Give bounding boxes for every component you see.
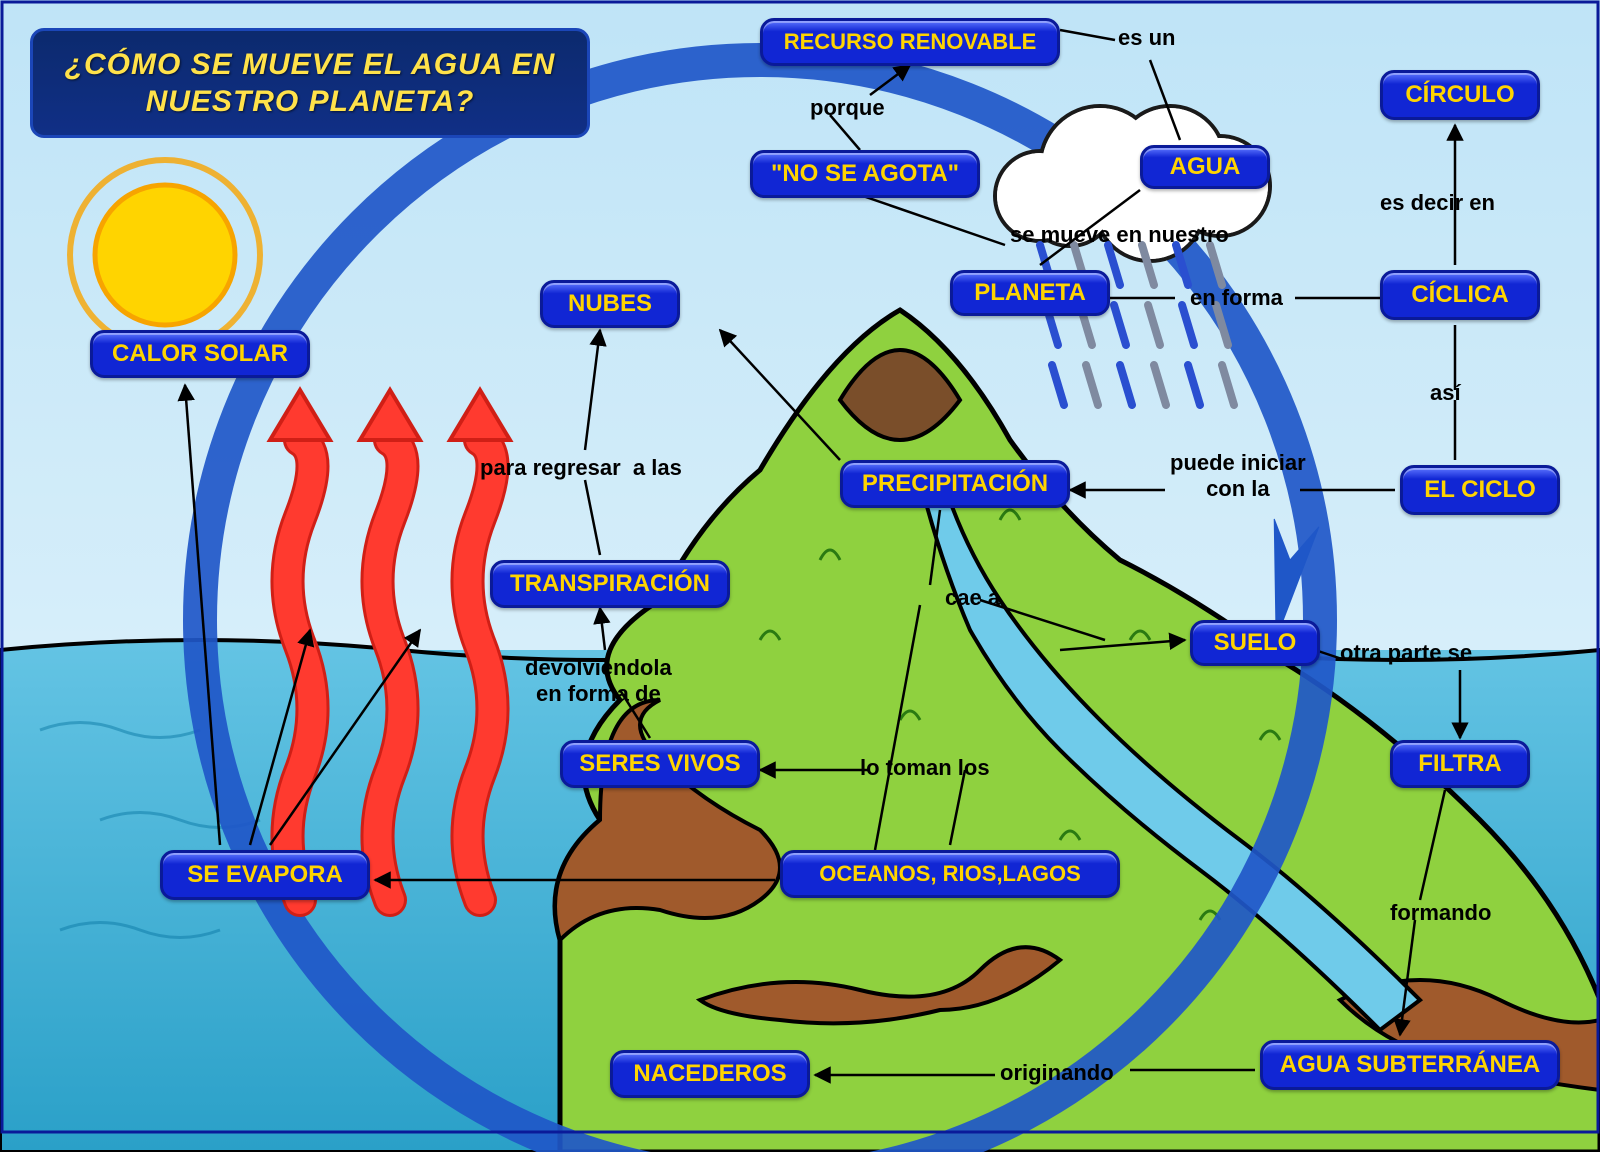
node-nacederos: NACEDEROS — [610, 1050, 810, 1098]
node-no_se_agota: "NO SE AGOTA" — [750, 150, 980, 198]
node-agua: AGUA — [1140, 145, 1270, 189]
node-ciclica: CÍCLICA — [1380, 270, 1540, 320]
edge-label-formando: formando — [1390, 900, 1491, 926]
node-el_ciclo: EL CICLO — [1400, 465, 1560, 515]
edge-label-en_forma: en forma — [1190, 285, 1283, 311]
edge-label-puede_iniciar: puede iniciar con la — [1170, 450, 1306, 502]
sun-icon — [70, 160, 260, 350]
node-filtra: FILTRA — [1390, 740, 1530, 788]
node-se_evapora: SE EVAPORA — [160, 850, 370, 900]
edge-label-lo_toman: lo toman los — [860, 755, 990, 781]
edge-label-originando: originando — [1000, 1060, 1114, 1086]
edge-label-devolviendola: devolviendola en forma de — [525, 655, 672, 707]
node-circulo: CÍRCULO — [1380, 70, 1540, 120]
node-recurso_renovable: RECURSO RENOVABLE — [760, 18, 1060, 66]
diagram-stage: ¿CÓMO SE MUEVE EL AGUA EN NUESTRO PLANET… — [0, 0, 1600, 1152]
node-oceanos: OCEANOS, RIOS,LAGOS — [780, 850, 1120, 898]
edge-label-es_un: es un — [1118, 25, 1175, 51]
node-seres_vivos: SERES VIVOS — [560, 740, 760, 788]
node-agua_subterranea: AGUA SUBTERRÁNEA — [1260, 1040, 1560, 1090]
edge-label-porque: porque — [810, 95, 885, 121]
node-nubes: NUBES — [540, 280, 680, 328]
node-transpiracion: TRANSPIRACIÓN — [490, 560, 730, 608]
edge-label-cae_a: cae a — [945, 585, 1000, 611]
edge-label-asi: así — [1430, 380, 1461, 406]
node-calor_solar: CALOR SOLAR — [90, 330, 310, 378]
node-precipitacion: PRECIPITACIÓN — [840, 460, 1070, 508]
edge-label-se_mueve: se mueve en nuestro — [1010, 222, 1229, 248]
edge-label-es_decir: es decir en — [1380, 190, 1495, 216]
edge-label-para_regresar: para regresar a las — [480, 455, 682, 481]
node-suelo: SUELO — [1190, 620, 1320, 666]
diagram-title: ¿CÓMO SE MUEVE EL AGUA EN NUESTRO PLANET… — [30, 28, 590, 138]
edge-label-otra_parte: otra parte se — [1340, 640, 1472, 666]
node-planeta: PLANETA — [950, 270, 1110, 316]
